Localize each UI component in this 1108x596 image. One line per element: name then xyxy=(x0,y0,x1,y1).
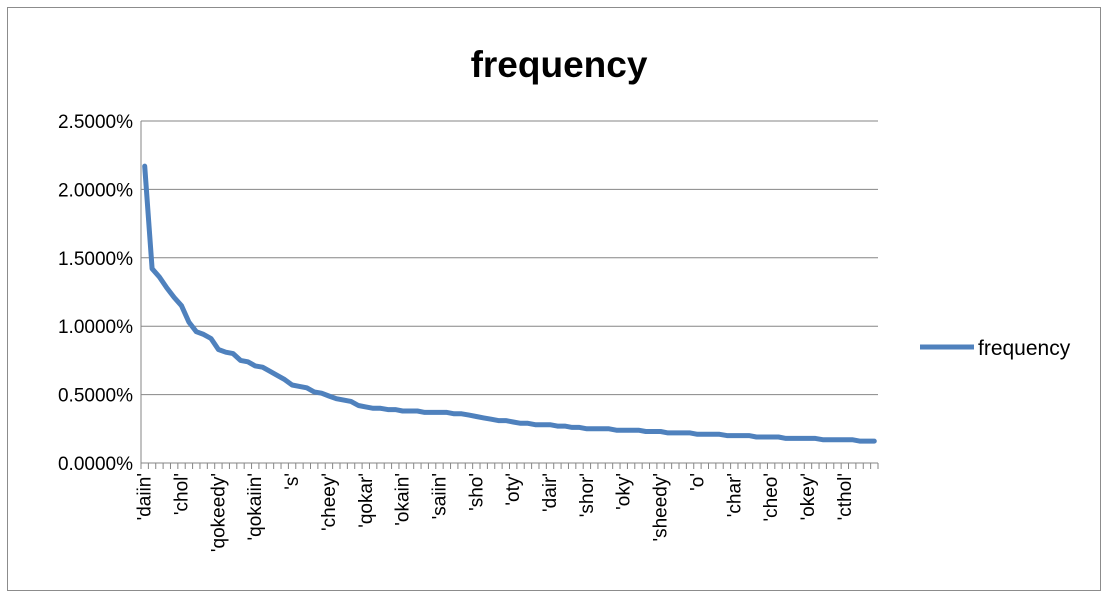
x-tick-label: 'char' xyxy=(724,473,745,517)
chart-title: frequency xyxy=(471,44,648,85)
x-tick-label: 'saiin' xyxy=(429,473,450,519)
x-axis-tick-labels: 'daiin' 'chol' 'qokeedy' 'qokaiin' 's' 'cheey… xyxy=(135,473,856,552)
y-axis-tick-labels: 0.0000% 0.5000% 1.0000% 1.5000% 2.0000% 2.500… xyxy=(58,112,133,475)
x-tick-label: 'qokaiin' xyxy=(245,473,266,540)
x-tick-label: 'qokeedy' xyxy=(208,473,229,552)
x-tick-label: 'cthol' xyxy=(835,473,856,520)
x-tick-label: 'sheedy' xyxy=(651,473,672,542)
x-tick-label: 's' xyxy=(282,473,303,490)
series-layer xyxy=(142,163,877,444)
x-tick-label: 'okey' xyxy=(798,473,819,520)
x-tick-label: 'chol' xyxy=(172,473,193,515)
x-tick-label: 'qokar' xyxy=(356,473,377,528)
y-tick-label: 0.0000% xyxy=(58,454,133,475)
x-tick-label: 'sho' xyxy=(466,473,487,511)
series-line-frequency xyxy=(142,163,877,444)
x-tick-label: 'dair' xyxy=(540,473,561,512)
y-tick-label: 2.0000% xyxy=(58,180,133,201)
x-tick-label: 'cheo' xyxy=(761,473,782,521)
x-tick-label: 'shor' xyxy=(577,473,598,517)
x-axis xyxy=(140,121,879,469)
chart-frame xyxy=(7,7,1101,591)
y-tick-label: 1.0000% xyxy=(58,317,133,338)
x-tick-label: 'oky' xyxy=(614,473,635,510)
gridlines xyxy=(141,120,878,396)
x-tick-label: 'oty' xyxy=(503,473,524,506)
y-tick-label: 0.5000% xyxy=(58,386,133,407)
y-tick-label: 2.5000% xyxy=(58,112,133,133)
x-tick-label: 'okain' xyxy=(393,473,414,526)
legend-label-frequency: frequency xyxy=(978,337,1071,360)
x-tick-label: 'o' xyxy=(687,473,708,491)
x-tick-label: 'daiin' xyxy=(135,473,156,520)
legend: frequency xyxy=(920,337,1071,360)
y-tick-label: 1.5000% xyxy=(58,249,133,270)
x-tick-label: 'cheey' xyxy=(319,473,340,531)
